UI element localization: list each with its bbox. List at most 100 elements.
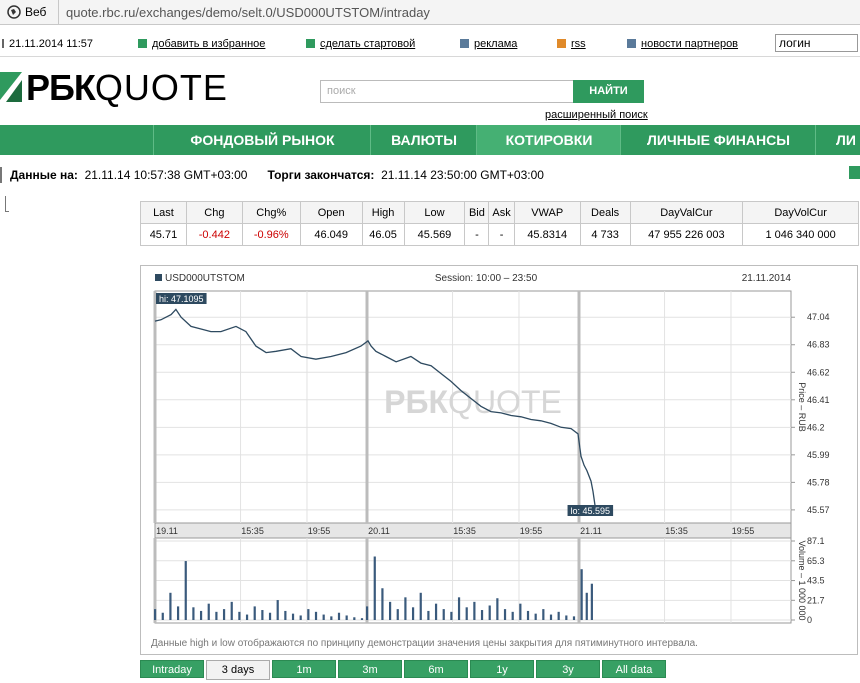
status-label: Данные на:	[10, 168, 78, 182]
x-tick-label: 19:55	[520, 526, 543, 536]
y-tick-label: 45.57	[807, 505, 830, 515]
search-input[interactable]: поиск	[320, 80, 574, 103]
volume-bar	[215, 611, 218, 620]
plot-area	[154, 290, 792, 524]
nav-item[interactable]: ЛИ	[815, 125, 860, 155]
volume-bar	[192, 607, 195, 620]
nav-item[interactable]: ЛИЧНЫЕ ФИНАНСЫ	[620, 125, 816, 155]
lo-label-box	[567, 505, 614, 516]
marker	[5, 196, 9, 212]
y-tick-label: 46.2	[807, 422, 825, 432]
login-input[interactable]: логин	[775, 34, 858, 52]
toolbar-link[interactable]: добавить в избранное	[138, 38, 265, 50]
legend-label: USD000UTSTOM	[165, 273, 245, 284]
column-header: DayVolCur	[742, 201, 859, 224]
toolbar-link[interactable]: новости партнеров	[627, 38, 738, 50]
period-button[interactable]: 1y	[470, 660, 534, 678]
link-icon	[306, 39, 315, 48]
volume-bar	[404, 597, 407, 620]
status-line: Данные на: 21.11.14 10:57:38 GMT+03:00 Т…	[10, 168, 544, 182]
period-button[interactable]: 3y	[536, 660, 600, 678]
toolbar-link[interactable]: rss	[557, 38, 586, 50]
volume-bar	[161, 612, 164, 620]
volume-bar	[549, 614, 553, 620]
volume-bar	[345, 615, 348, 620]
x-tick-label: 21.11	[580, 526, 602, 536]
y-tick-label: 46.62	[807, 367, 830, 377]
y-tick-label: 87.1	[807, 536, 825, 546]
column-header: Last	[140, 201, 187, 224]
hi-label: hi: 47.1095	[159, 294, 204, 304]
toolbar-date: 21.11.2014 11:57	[2, 38, 93, 50]
volume-bar	[169, 592, 172, 620]
header-row: Last Chg Chg% Open High Low Bid Ask VWAP Deals Day…	[140, 201, 859, 224]
column-header: DayValCur	[629, 201, 744, 224]
volume-bar	[565, 615, 568, 620]
chart-frame: USD000UTSTOM Session: 10:00 – 23:50 21.11.…	[140, 265, 858, 655]
volume-bar	[496, 598, 499, 620]
volume-bar	[557, 611, 560, 620]
advanced-search-link[interactable]: расширенный поиск	[545, 109, 648, 121]
watermark-light: QUOTE	[448, 384, 562, 420]
volume-bar	[291, 613, 295, 620]
logo[interactable]: РБКQUOTE	[26, 68, 228, 108]
volume-bar	[590, 583, 593, 620]
period-button[interactable]: Intraday	[140, 660, 204, 678]
volume-bar	[322, 614, 325, 620]
marker	[0, 167, 2, 183]
column-header: VWAP	[513, 201, 581, 224]
period-button[interactable]: 3 days	[206, 660, 270, 680]
nav-item[interactable]: ФОНДОВЫЙ РЫНОК	[153, 125, 371, 155]
divider	[58, 0, 59, 24]
export-icon[interactable]	[849, 166, 860, 179]
volume-bar	[222, 609, 226, 620]
watermark-bold: РБК	[384, 384, 448, 420]
link-icon	[627, 39, 636, 48]
volume-bar	[199, 610, 203, 620]
period-button[interactable]: 1m	[272, 660, 336, 678]
address-bar: Веб quote.rbc.ru/exchanges/demo/selt.0/U…	[0, 0, 860, 25]
x-tick-label: 20.11	[368, 526, 390, 536]
column-header: High	[361, 201, 405, 224]
y-tick-label: 21.7	[807, 595, 825, 605]
volume-bar	[465, 607, 468, 620]
browser-label: Веб	[25, 5, 47, 19]
url[interactable]: quote.rbc.ru/exchanges/demo/selt.0/USD00…	[66, 5, 430, 20]
volume-bar	[534, 613, 537, 620]
volume-bar	[473, 601, 476, 620]
volume-bar	[276, 600, 279, 620]
toolbar-link[interactable]: реклама	[460, 38, 517, 50]
period-button[interactable]: All data	[602, 660, 666, 678]
logo-bold: РБК	[26, 67, 96, 108]
toolbar: 21.11.2014 11:57 добавить в избранное сде…	[0, 30, 860, 57]
logo-light: QUOTE	[94, 67, 228, 108]
y-tick-label: 0	[807, 615, 812, 625]
chart: USD000UTSTOM Session: 10:00 – 23:50 21.11.…	[153, 273, 830, 625]
link-icon	[557, 39, 566, 48]
volume-bar	[381, 588, 384, 620]
x-tick-label: 19:55	[732, 526, 755, 536]
search-button[interactable]: НАЙТИ	[573, 80, 644, 103]
volume-bar	[396, 609, 399, 620]
column-header: Bid	[464, 201, 490, 224]
period-button[interactable]: 6m	[404, 660, 468, 678]
volume-bar	[457, 597, 461, 620]
cell: 45.569	[403, 223, 466, 246]
column-header: Chg%	[241, 201, 301, 224]
link-text: новости партнеров	[641, 38, 739, 50]
cell: 45.71	[140, 223, 187, 246]
nav-item[interactable]: ВАЛЮТЫ	[370, 125, 477, 155]
volume-bar	[184, 561, 187, 620]
y-axis-label: Price – RUB	[797, 382, 807, 432]
price-line	[154, 308, 596, 507]
volume-bar	[238, 611, 241, 620]
nav-item[interactable]: КОТИРОВКИ	[476, 125, 621, 155]
x-tick-label: 15:35	[453, 526, 476, 536]
volume-bar	[268, 612, 272, 620]
volume-bar	[366, 606, 369, 620]
period-button[interactable]: 3m	[338, 660, 402, 678]
volume-bar	[299, 615, 302, 620]
toolbar-link[interactable]: сделать стартовой	[306, 38, 415, 50]
column-header: Low	[403, 201, 466, 224]
x-tick-label: 19:55	[308, 526, 331, 536]
